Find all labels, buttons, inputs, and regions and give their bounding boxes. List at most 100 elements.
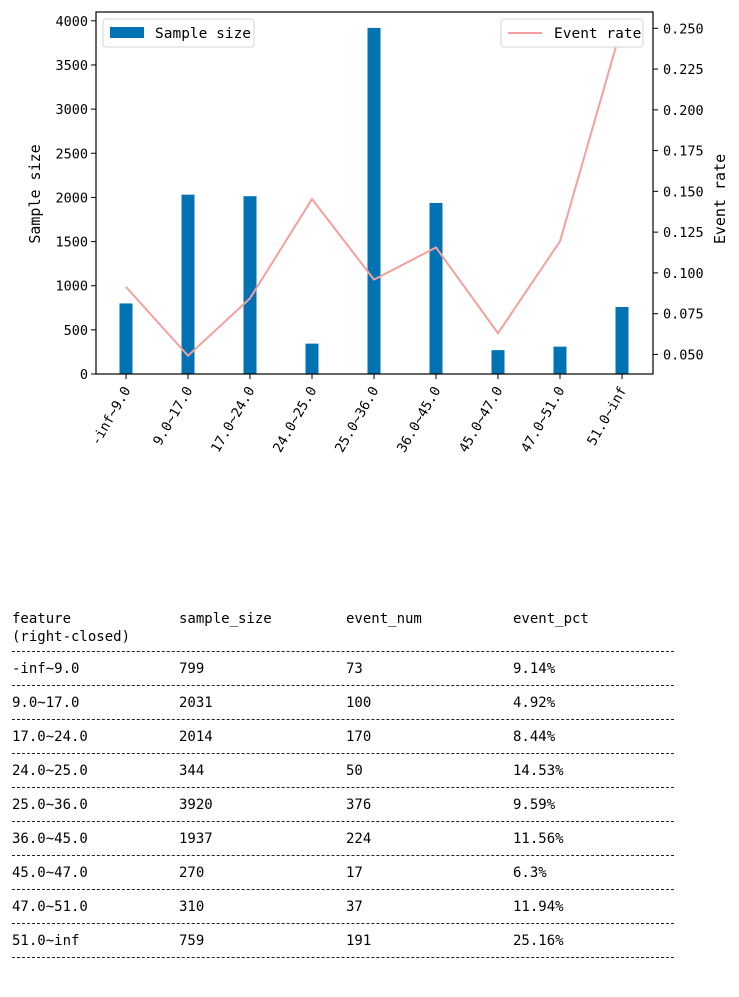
legend-event-rate-label: Event rate <box>554 26 641 42</box>
x-tick-label-5: 36.0~45.0 <box>394 384 444 455</box>
table-row: -inf~9.0 799 73 9.14% <box>12 652 674 686</box>
y-tick-label-5: 2500 <box>55 146 88 162</box>
y-tick-label-3: 1500 <box>55 235 88 251</box>
table-row: 36.0~45.0 1937 224 11.56% <box>12 822 674 856</box>
stats-table: feature (right-closed) sample_size event_n… <box>12 606 674 958</box>
table-cell-1: 344 <box>179 763 205 779</box>
bar-2 <box>243 196 257 374</box>
table-cell-1: 2031 <box>179 695 213 711</box>
table-row: 51.0~inf 759 191 25.16% <box>12 924 674 958</box>
x-tick-label-2: 17.0~24.0 <box>208 384 258 455</box>
y2-axis-label: Event rate <box>711 154 729 244</box>
table-cell-3: 11.94% <box>513 899 564 915</box>
table-cell-2: 224 <box>346 831 372 847</box>
event-rate-line <box>125 25 623 358</box>
table-cell-1: 2014 <box>179 729 213 745</box>
table-cell-2: 100 <box>346 695 372 711</box>
table-cell-2: 17 <box>346 865 363 881</box>
bar-3 <box>305 343 319 374</box>
y2-tick-label-0: 0.050 <box>663 347 704 363</box>
table-cell-3: 14.53% <box>513 763 564 779</box>
legend-bar-swatch <box>110 27 144 38</box>
legend-sample-size: Sample size <box>102 18 255 48</box>
table-row: 17.0~24.0 2014 170 8.44% <box>12 720 674 754</box>
y2-tick-label-4: 0.150 <box>663 184 704 200</box>
table-cell-0: 17.0~24.0 <box>12 729 88 745</box>
table-cell-0: 51.0~inf <box>12 933 80 949</box>
x-tick-label-3: 24.0~25.0 <box>270 384 320 455</box>
table-cell-0: 36.0~45.0 <box>12 831 88 847</box>
y-axis-label: Sample size <box>26 144 44 243</box>
table-row: 45.0~47.0 270 17 6.3% <box>12 856 674 890</box>
y-tick-label-1: 500 <box>64 323 88 339</box>
y-tick-label-7: 3500 <box>55 58 88 74</box>
y2-tick-label-6: 0.200 <box>663 103 704 119</box>
table-row: 24.0~25.0 344 50 14.53% <box>12 754 674 788</box>
table-cell-3: 8.44% <box>513 729 556 745</box>
bar-7 <box>553 346 567 374</box>
table-cell-1: 310 <box>179 899 205 915</box>
table-cell-2: 376 <box>346 797 372 813</box>
table-header-cell-0: feature (right-closed) <box>12 611 131 645</box>
table-cell-1: 799 <box>179 661 205 677</box>
y2-tick-label-3: 0.125 <box>663 225 704 241</box>
bar-1 <box>181 194 195 374</box>
table-cell-1: 759 <box>179 933 205 949</box>
table-cell-0: 25.0~36.0 <box>12 797 88 813</box>
y2-tick-label-8: 0.250 <box>663 21 704 37</box>
table-cell-1: 270 <box>179 865 205 881</box>
table-cell-2: 170 <box>346 729 372 745</box>
legend-sample-size-label: Sample size <box>155 26 251 42</box>
table-cell-3: 6.3% <box>513 865 547 881</box>
y2-tick-label-1: 0.075 <box>663 307 704 323</box>
table-row: 25.0~36.0 3920 376 9.59% <box>12 788 674 822</box>
y-tick-label-0: 0 <box>80 367 88 383</box>
x-axis-ticks: -inf~9.0 9.0~17.0 17.0~24.0 24.0~25.0 25.0~3… <box>88 374 630 455</box>
x-tick-label-0: -inf~9.0 <box>88 384 134 448</box>
bar-6 <box>491 350 505 374</box>
table-header-cell-3: event_pct <box>513 611 589 627</box>
bar-0 <box>119 303 133 374</box>
legend-event-rate: Event rate <box>500 18 644 48</box>
table-cell-1: 1937 <box>179 831 213 847</box>
bar-8 <box>615 306 629 374</box>
table-cell-2: 191 <box>346 933 372 949</box>
y2-tick-label-2: 0.100 <box>663 266 704 282</box>
table-cell-3: 11.56% <box>513 831 564 847</box>
y-tick-label-4: 2000 <box>55 190 88 206</box>
table-cell-0: 47.0~51.0 <box>12 899 88 915</box>
table-cell-3: 9.59% <box>513 797 556 813</box>
bar-5 <box>429 202 443 374</box>
right-axis-ticks: 0.050 0.075 0.100 0.125 0.150 0.175 0.200 0.225… <box>653 21 704 363</box>
table-cell-3: 25.16% <box>513 933 564 949</box>
x-tick-label-6: 45.0~47.0 <box>456 384 506 455</box>
y-tick-label-8: 4000 <box>55 14 88 30</box>
table-cell-1: 3920 <box>179 797 213 813</box>
table-row: 9.0~17.0 2031 100 4.92% <box>12 686 674 720</box>
table-cell-2: 73 <box>346 661 363 677</box>
y2-tick-label-7: 0.225 <box>663 62 704 78</box>
left-axis-ticks: 0 500 1000 1500 2000 2500 3000 3500 4000 <box>55 14 96 383</box>
table-cell-3: 4.92% <box>513 695 556 711</box>
table-header-row: feature (right-closed) sample_size event_n… <box>12 606 674 652</box>
table-cell-0: -inf~9.0 <box>12 661 80 677</box>
y-tick-label-6: 3000 <box>55 102 88 118</box>
table-cell-0: 24.0~25.0 <box>12 763 88 779</box>
y2-tick-label-5: 0.175 <box>663 144 704 160</box>
x-tick-label-4: 25.0~36.0 <box>332 384 382 455</box>
bars-layer <box>119 27 629 375</box>
y-tick-label-2: 1000 <box>55 279 88 295</box>
table-cell-2: 37 <box>346 899 363 915</box>
x-tick-label-1: 9.0~17.0 <box>150 384 196 448</box>
bar-4 <box>367 27 381 375</box>
table-cell-0: 45.0~47.0 <box>12 865 88 881</box>
table-cell-2: 50 <box>346 763 363 779</box>
x-tick-label-7: 47.0~51.0 <box>518 384 568 455</box>
table-cell-3: 9.14% <box>513 661 556 677</box>
event-rate-line-layer <box>125 25 623 358</box>
table-header-cell-1: sample_size <box>179 611 272 627</box>
table-row: 47.0~51.0 310 37 11.94% <box>12 890 674 924</box>
x-tick-label-8: 51.0~inf <box>584 384 630 448</box>
table-header-cell-2: event_num <box>346 611 422 627</box>
